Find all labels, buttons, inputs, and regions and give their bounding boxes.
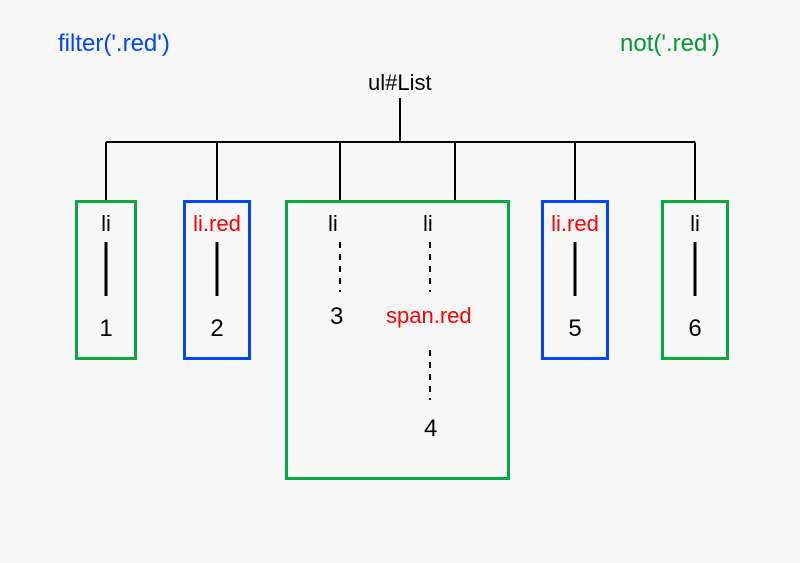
big-right-value: 4 — [424, 415, 437, 443]
leaf-tag: li — [101, 211, 111, 237]
leaf-box-2: li.red 2 — [183, 200, 251, 360]
leaf-value: 1 — [99, 315, 112, 343]
leaf-value: 2 — [210, 315, 223, 343]
big-left-value: 3 — [330, 303, 343, 331]
filter-label: filter('.red') — [58, 30, 170, 58]
leaf-tag: li.red — [551, 211, 599, 237]
root-label: ul#List — [368, 70, 432, 96]
leaf-box-1: li 1 — [75, 200, 137, 360]
big-right-span: span.red — [386, 303, 472, 329]
leaf-value: 5 — [568, 315, 581, 343]
leaf-box-6: li 6 — [661, 200, 729, 360]
leaf-value: 6 — [688, 315, 701, 343]
leaf-tag: li — [690, 211, 700, 237]
big-box: li 3 li span.red 4 — [285, 200, 510, 480]
not-label: not('.red') — [620, 30, 720, 58]
big-right-tag: li — [423, 211, 433, 237]
leaf-tag: li.red — [193, 211, 241, 237]
leaf-box-5: li.red 5 — [541, 200, 609, 360]
big-left-tag: li — [328, 211, 338, 237]
